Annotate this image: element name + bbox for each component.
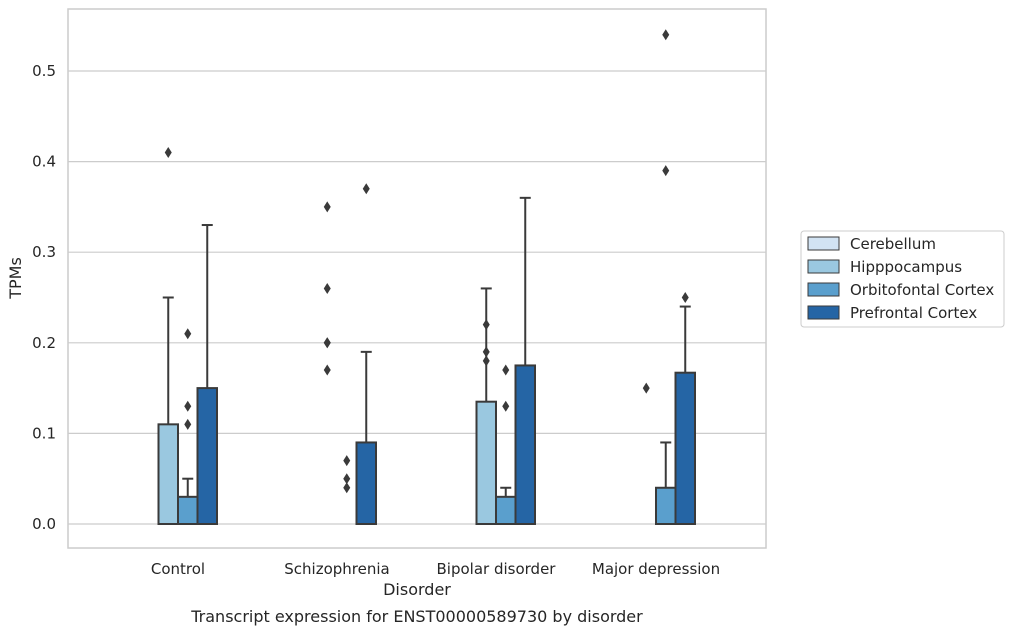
legend-swatch bbox=[807, 236, 840, 251]
outlier-point bbox=[662, 165, 670, 177]
y-tick-label: 0.4 bbox=[32, 153, 56, 171]
bar bbox=[674, 371, 696, 525]
bar bbox=[196, 387, 218, 525]
x-tick-label: Control bbox=[151, 560, 205, 578]
outlier-point bbox=[502, 364, 510, 376]
y-tick-label: 0.5 bbox=[32, 62, 56, 80]
legend-label: Orbitofontal Cortex bbox=[850, 281, 994, 299]
legend-frame bbox=[800, 230, 1005, 328]
outlier-point bbox=[184, 400, 192, 412]
outlier-point bbox=[502, 400, 510, 412]
outlier-point bbox=[662, 29, 670, 41]
outlier-point bbox=[482, 355, 490, 367]
chart-caption: Transcript expression for ENST0000058973… bbox=[190, 607, 643, 626]
bar bbox=[655, 486, 677, 526]
bar bbox=[475, 400, 497, 525]
legend-swatch bbox=[807, 259, 840, 274]
plot-frame bbox=[67, 8, 767, 549]
legend-swatch bbox=[807, 282, 840, 297]
outlier-point bbox=[323, 364, 331, 376]
outlier-point bbox=[343, 482, 351, 494]
outlier-point bbox=[164, 147, 172, 159]
outlier-point bbox=[642, 382, 650, 394]
outlier-point bbox=[681, 292, 689, 303]
bar bbox=[495, 495, 517, 526]
outlier-point bbox=[323, 201, 331, 213]
legend-label: Prefrontal Cortex bbox=[850, 304, 977, 322]
outlier-point bbox=[343, 473, 351, 485]
outlier-point bbox=[482, 319, 490, 331]
bar bbox=[514, 364, 536, 526]
bar bbox=[177, 495, 199, 526]
outlier-point bbox=[323, 282, 331, 294]
y-tick-label: 0.0 bbox=[32, 515, 56, 533]
legend: Cerebellum Hipppocampus Orbitofontal Corte… bbox=[800, 230, 1005, 328]
y-tick-label: 0.1 bbox=[32, 424, 56, 442]
chart-marks bbox=[157, 29, 696, 526]
outlier-point bbox=[323, 337, 331, 349]
legend-swatch bbox=[807, 305, 840, 320]
outlier-point bbox=[343, 455, 351, 467]
outlier-point bbox=[184, 328, 192, 340]
y-tick-label: 0.3 bbox=[32, 243, 56, 261]
y-axis-label: TPMs bbox=[6, 257, 25, 300]
x-axis-label: Disorder bbox=[383, 580, 451, 599]
legend-label: Cerebellum bbox=[850, 235, 936, 253]
x-tick-label: Major depression bbox=[592, 560, 720, 578]
x-tick-label: Schizophrenia bbox=[284, 560, 389, 578]
bar bbox=[355, 441, 377, 525]
legend-label: Hipppocampus bbox=[850, 258, 962, 276]
outlier-point bbox=[184, 418, 192, 430]
y-tick-label: 0.2 bbox=[32, 334, 56, 352]
outlier-point bbox=[482, 346, 490, 358]
grid-lines bbox=[68, 70, 766, 525]
x-tick-label: Bipolar disorder bbox=[437, 560, 557, 578]
bar bbox=[157, 423, 179, 525]
tick-labels: 0.0 0.1 0.2 0.3 0.4 0.5 Control Schizophrenia Bi… bbox=[32, 62, 720, 578]
outlier-point bbox=[362, 183, 370, 195]
